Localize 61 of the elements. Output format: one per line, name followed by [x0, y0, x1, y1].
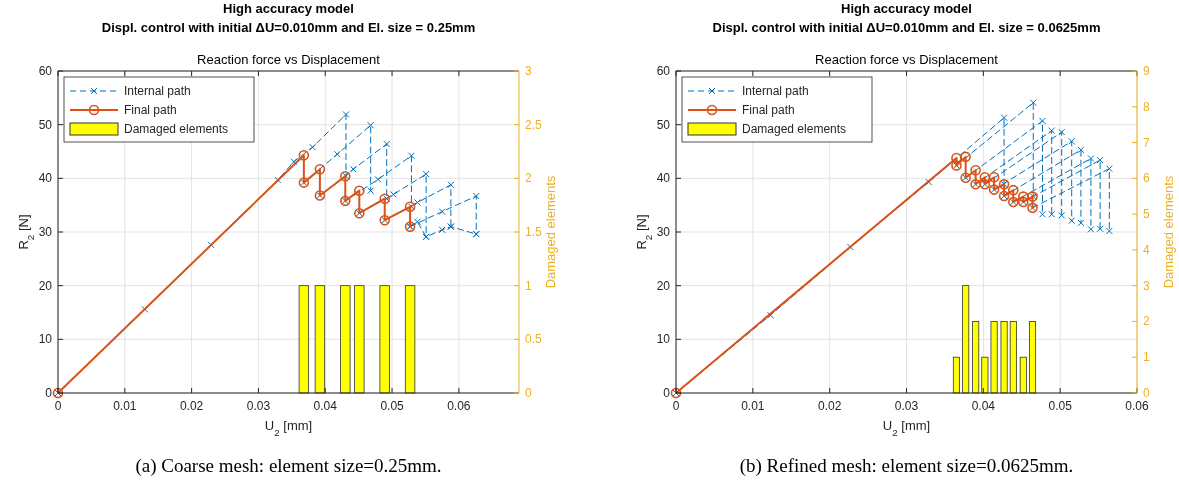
- y2-tick-label: 0: [1143, 386, 1150, 400]
- y2-tick-label: 2: [525, 171, 532, 186]
- y-tick-label: 60: [38, 64, 53, 78]
- y2-tick-label: 1: [525, 278, 532, 293]
- x-tick-label: 0.05: [1048, 399, 1073, 413]
- y2-tick-label: 2.5: [525, 117, 543, 132]
- y-tick-label: 0: [45, 386, 53, 400]
- x-axis-title: U$_{2}$ [mm]: [264, 418, 313, 438]
- x-tick-label: 0: [54, 399, 62, 413]
- y-tick-label: 0: [663, 386, 671, 400]
- y2-tick-label: 7: [1143, 135, 1150, 150]
- y2-tick-label: 4: [1143, 242, 1150, 257]
- y-tick-label: 20: [38, 278, 53, 293]
- legend-label: Damaged elements: [742, 122, 847, 136]
- x-tick-label: 0: [672, 399, 680, 413]
- x-tick-label: 0.02: [817, 399, 842, 413]
- legend-label: Internal path: [124, 84, 191, 98]
- y2-tick-label: 3: [1143, 278, 1150, 293]
- x-tick-label: 0.06: [1125, 399, 1149, 413]
- x-tick-label: 0.04: [313, 399, 338, 413]
- y-tick-label: 10: [656, 332, 671, 347]
- y2-tick-label: 0.5: [525, 332, 543, 347]
- chart-subtitle: Reaction force vs Displacement: [815, 52, 999, 67]
- y-tick-label: 30: [38, 225, 53, 239]
- x-tick-label: 0.01: [113, 399, 137, 413]
- text: (a) Coarse mesh: element size=0.25mm.: [135, 455, 442, 477]
- x-tick-label: 0.04: [971, 399, 996, 413]
- legend-label: Damaged elements: [124, 122, 229, 136]
- text: (b) Refined mesh: element size=0.0625mm.: [739, 455, 1074, 477]
- chart-subtitle: Reaction force vs Displacement: [197, 52, 381, 67]
- y2-tick-label: 1: [1143, 350, 1150, 365]
- x-tick-label: 0.03: [894, 399, 919, 413]
- x-tick-label: 0.01: [741, 399, 765, 413]
- y2-axis-title: Damaged elements: [543, 175, 558, 289]
- y-tick-label: 50: [656, 117, 671, 132]
- y2-tick-label: 1.5: [525, 225, 543, 239]
- y-tick-label: 50: [38, 117, 53, 132]
- x-tick-label: 0.05: [380, 399, 405, 413]
- y-tick-label: 30: [656, 225, 671, 239]
- legend-label: Internal path: [742, 84, 809, 98]
- x-tick-label: 0.06: [447, 399, 471, 413]
- y2-tick-label: 5: [1143, 207, 1150, 222]
- y2-tick-label: 2: [1143, 314, 1150, 329]
- x-tick-label: 0.03: [246, 399, 271, 413]
- chart-title: High accuracy model Displ. control with initial ΔU=0.010mm and El. size = 0.0625mm: [712, 1, 1101, 35]
- y2-tick-label: 3: [525, 64, 532, 78]
- y2-tick-label: 8: [1143, 99, 1150, 114]
- legend-label: Final path: [124, 103, 177, 117]
- y-tick-label: 10: [38, 332, 53, 347]
- x-tick-label: 0.02: [179, 399, 204, 413]
- y-tick-label: 20: [656, 278, 671, 293]
- x-axis-title: U$_{2}$ [mm]: [882, 418, 931, 438]
- y-tick-label: 40: [38, 171, 53, 186]
- y2-tick-label: 0: [525, 386, 532, 400]
- y-tick-label: 40: [656, 171, 671, 186]
- chart-title: High accuracy model Displ. control with initial ΔU=0.010mm and El. size = 0.25mm: [101, 1, 476, 35]
- y2-tick-label: 6: [1143, 171, 1150, 186]
- y2-tick-label: 9: [1143, 64, 1150, 78]
- y2-axis-title: Damaged elements: [1161, 175, 1176, 289]
- y-tick-label: 60: [656, 64, 671, 78]
- legend-label: Final path: [742, 103, 795, 117]
